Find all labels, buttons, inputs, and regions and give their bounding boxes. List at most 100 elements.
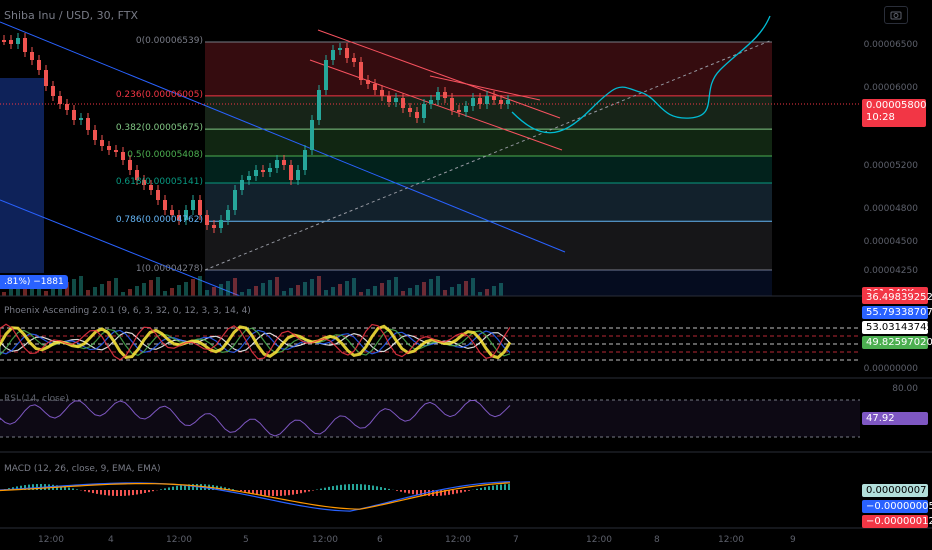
candle-body — [317, 90, 321, 120]
time-label: 12:00 — [445, 535, 471, 545]
fib-band — [205, 182, 772, 222]
volume-bar — [247, 289, 251, 296]
candle-body — [324, 60, 328, 90]
volume-bar — [107, 281, 111, 296]
rsi-title[interactable]: RSI (14, close) — [4, 394, 69, 404]
candle-body — [121, 152, 125, 160]
price-projection-path[interactable] — [511, 15, 771, 134]
candle-body — [436, 92, 440, 100]
fibonacci-retracement[interactable] — [0, 41, 772, 296]
candle-body — [485, 96, 489, 104]
macd-histogram-bar — [356, 484, 358, 490]
current-price: 0.00005800 — [866, 100, 927, 111]
macd-histogram-bar — [368, 484, 370, 490]
volume-bar — [156, 277, 160, 296]
macd-histogram-bar — [352, 484, 354, 490]
macd-histogram-bar — [324, 487, 326, 490]
macd-histogram-bar — [464, 490, 466, 492]
macd-histogram-bar — [460, 490, 462, 493]
volume-bars — [2, 276, 503, 296]
candle-body — [401, 98, 405, 108]
volume-bar — [408, 288, 412, 296]
falling-wedge-lower — [309, 59, 563, 151]
candle-body — [366, 80, 370, 84]
volume-bar — [331, 287, 335, 296]
candle-body — [268, 168, 272, 172]
volume-bar — [142, 283, 146, 296]
volume-bar — [310, 279, 314, 296]
macd-histogram-bar — [176, 485, 178, 490]
macd-histogram-bar — [244, 490, 246, 492]
macd-histogram-bar — [468, 490, 470, 491]
fib-label: 0.382(0.00005675) — [115, 123, 203, 134]
volume-bar — [191, 279, 195, 296]
fib-label: 0.618(0.00005141) — [115, 176, 203, 187]
phoenix-oscillator-line — [0, 324, 512, 360]
candle-body — [345, 48, 349, 58]
candle-body — [464, 106, 468, 112]
volume-bar — [296, 285, 300, 296]
left-zone-box — [0, 78, 44, 273]
time-label: 12:00 — [586, 535, 612, 545]
phoenix-title[interactable]: Phoenix Ascending 2.0.1 (9, 6, 3, 32, 0,… — [4, 306, 251, 316]
volume-bar — [16, 286, 20, 296]
macd-histogram-bar — [224, 487, 226, 490]
candlesticks[interactable] — [2, 33, 510, 233]
volume-bar — [149, 280, 153, 296]
macd-histogram-bar — [488, 486, 490, 490]
volume-bar — [198, 276, 202, 296]
volume-change-badge[interactable]: .81%) −1881 — [0, 275, 68, 289]
candle-body — [149, 185, 153, 190]
volume-bar — [436, 276, 440, 296]
candle-body — [72, 110, 76, 120]
volume-bar — [261, 283, 265, 296]
time-label: 12:00 — [166, 535, 192, 545]
candle-body — [212, 225, 216, 228]
macd-signal-line — [0, 482, 511, 510]
candle-body — [443, 92, 447, 98]
camera-icon[interactable] — [884, 6, 908, 24]
macd-histogram-bar — [252, 490, 254, 494]
time-label: 4 — [108, 535, 114, 545]
volume-bar — [373, 286, 377, 296]
fib-band — [205, 129, 772, 157]
candle-body — [191, 200, 195, 210]
macd-histogram-bar — [348, 484, 350, 490]
candle-body — [338, 48, 342, 50]
time-label: 12:00 — [312, 535, 338, 545]
price-tick: 0.00006500 — [863, 40, 918, 50]
volume-bar — [478, 292, 482, 296]
macd-title[interactable]: MACD (12, 26, close, 9, EMA, EMA) — [4, 464, 161, 474]
macd-histogram-bar — [68, 487, 70, 490]
volume-bar — [44, 291, 48, 296]
current-price-tag: 0.00005800 10:28 — [862, 99, 926, 127]
price-tick: 0.00000000 — [863, 364, 918, 374]
macd-histogram-bar — [420, 490, 422, 496]
macd-histogram-bar — [232, 489, 234, 490]
macd-histogram-bar — [380, 487, 382, 490]
candle-body — [156, 190, 160, 200]
candle-body — [457, 110, 461, 112]
macd-histogram-bar — [476, 488, 478, 490]
macd-histogram-bar — [84, 490, 86, 492]
macd-histogram-bar — [72, 488, 74, 490]
macd-histogram-bar — [152, 490, 154, 492]
macd-histogram-bar — [428, 490, 430, 496]
candle-body — [16, 38, 20, 44]
falling-wedge-upper — [317, 29, 561, 119]
time-label: 6 — [377, 535, 383, 545]
macd-histogram-bar — [20, 485, 22, 490]
candle-body — [135, 170, 139, 180]
price-tick: 0.00004250 — [863, 266, 918, 276]
volume-bar — [429, 279, 433, 296]
volume-bar — [485, 289, 489, 296]
macd-histogram-bar — [36, 484, 38, 490]
fib-label: 0.5(0.00005408) — [127, 150, 203, 161]
candle-body — [261, 170, 265, 172]
fib-label: 0.786(0.00004762) — [115, 215, 203, 226]
macd-histogram-bar — [388, 488, 390, 490]
macd-histogram-bar — [172, 486, 174, 490]
volume-bar — [317, 276, 321, 296]
candle-body — [2, 40, 6, 42]
